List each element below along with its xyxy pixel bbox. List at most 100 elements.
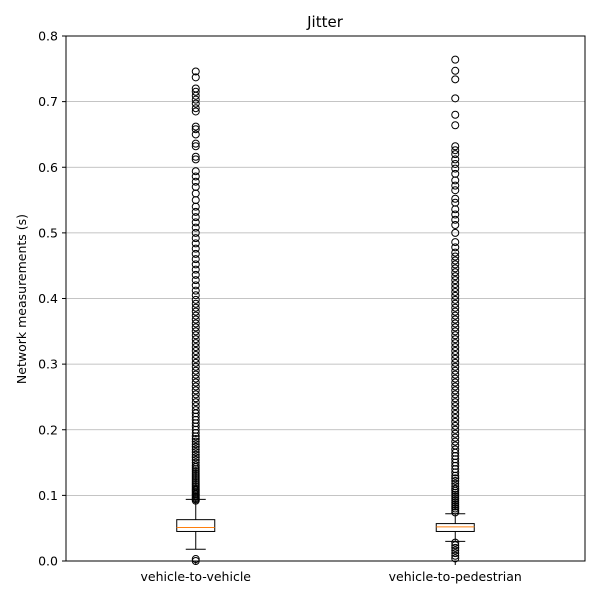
outlier-point <box>451 221 460 229</box>
outlier-point <box>191 331 200 340</box>
outlier-point <box>451 331 460 340</box>
outlier-point <box>451 362 460 371</box>
outlier-point <box>451 339 460 348</box>
outlier-point <box>191 122 200 131</box>
outlier-point <box>191 335 200 344</box>
outlier-point <box>191 213 200 222</box>
outlier-point <box>191 95 200 104</box>
outlier-point <box>451 268 460 277</box>
outlier-point <box>191 455 200 464</box>
outlier-point <box>451 243 460 252</box>
outlier-point <box>191 469 200 478</box>
outlier-point <box>451 110 460 119</box>
outlier-point <box>451 181 460 190</box>
outlier-point <box>191 260 200 269</box>
outlier-point <box>451 272 460 281</box>
outlier-point <box>191 366 200 375</box>
outlier-point <box>191 374 200 383</box>
outlier-point <box>451 284 460 292</box>
outlier-point <box>191 343 200 352</box>
outlier-point <box>191 311 200 320</box>
y-tick-label: 0.2 <box>38 422 58 437</box>
outlier-point <box>451 256 460 265</box>
outlier-point <box>191 142 200 151</box>
outlier-point <box>451 508 460 517</box>
outlier-point <box>191 478 200 487</box>
outlier-point <box>451 502 460 511</box>
outlier-point <box>191 286 200 295</box>
outlier-point <box>191 218 200 227</box>
outlier-point <box>451 248 460 257</box>
outlier-point <box>451 492 460 501</box>
outlier-point <box>191 172 200 181</box>
outlier-point <box>451 410 460 418</box>
y-tick-label: 0.4 <box>38 291 58 306</box>
outlier-point <box>191 339 200 348</box>
outlier-point <box>191 354 200 363</box>
outlier-point <box>451 482 460 491</box>
box-group <box>435 55 475 563</box>
outlier-point <box>191 386 200 395</box>
outlier-point <box>451 343 460 352</box>
outlier-point <box>451 94 460 103</box>
outlier-point <box>191 453 200 462</box>
outlier-point <box>191 406 200 415</box>
outlier-point <box>451 327 460 336</box>
outlier-point <box>191 350 200 359</box>
outlier-point <box>191 347 200 355</box>
outlier-point <box>451 402 460 411</box>
outlier-point <box>451 378 460 387</box>
outlier-point <box>191 281 200 290</box>
outlier-point <box>451 350 460 359</box>
outlier-point <box>191 167 200 176</box>
outlier-point <box>451 228 460 237</box>
outlier-point <box>451 315 460 324</box>
outlier-point <box>451 474 460 483</box>
outlier-point <box>451 194 460 203</box>
outlier-point <box>191 440 200 449</box>
outlier-point <box>451 421 460 430</box>
outlier-point <box>191 394 200 403</box>
outlier-point <box>191 265 200 274</box>
outlier-point <box>191 67 200 76</box>
outlier-point <box>451 75 460 84</box>
outlier-point <box>191 476 200 485</box>
outlier-point <box>191 228 200 237</box>
outlier-point <box>191 474 200 483</box>
outlier-point <box>451 374 460 383</box>
outlier-point <box>191 239 200 248</box>
outlier-point <box>451 490 460 499</box>
outlier-point <box>451 429 460 438</box>
outlier-point <box>451 307 460 316</box>
outlier-point <box>191 270 200 279</box>
outlier-point <box>451 406 460 415</box>
outlier-point <box>451 445 460 454</box>
outlier-point <box>191 207 200 216</box>
outlier-point <box>191 458 200 467</box>
outlier-point <box>451 390 460 399</box>
iqr-box <box>176 519 216 532</box>
outlier-point <box>451 382 460 391</box>
outlier-point <box>451 386 460 395</box>
outlier-point <box>191 402 200 411</box>
outlier-point <box>451 66 460 75</box>
outlier-point <box>451 394 460 403</box>
outlier-point <box>451 142 460 151</box>
outlier-point <box>451 366 460 375</box>
outlier-point <box>191 450 200 459</box>
outlier-point <box>191 155 200 164</box>
outlier-point <box>191 152 200 161</box>
outlier-point <box>191 448 200 457</box>
outlier-point <box>451 335 460 344</box>
outlier-point <box>191 398 200 407</box>
outlier-point <box>451 311 460 320</box>
outlier-point <box>451 549 460 558</box>
outlier-point <box>451 413 460 422</box>
x-tick-label: vehicle-to-vehicle <box>140 569 251 584</box>
outlier-point <box>191 104 200 113</box>
outlier-point <box>451 417 460 426</box>
axes-layer: 0.0 0.1 0.2 0.3 0.4 0.5 0.6 0.7 0.8 vehicle-to-ve… <box>38 29 586 584</box>
